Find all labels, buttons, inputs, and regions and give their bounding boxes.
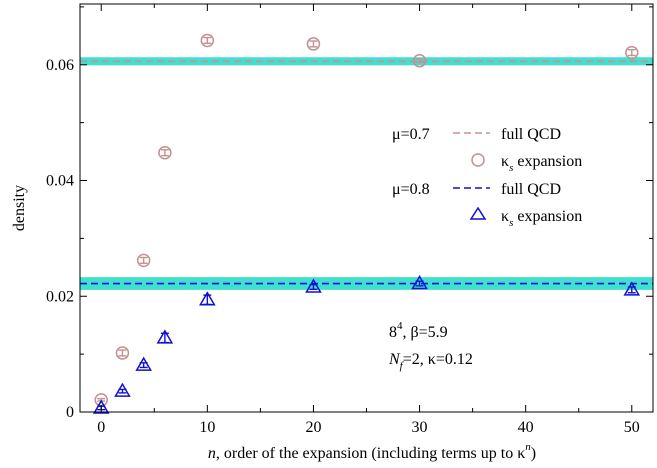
data-point-triangle [92, 399, 110, 414]
data-point-circle [625, 45, 639, 60]
lattice-sup: 4 [397, 320, 403, 332]
y-axis-title: density [11, 185, 28, 231]
data-point-triangle [623, 281, 641, 296]
legend-mu2-sub: s [509, 217, 513, 229]
x-tick-label: 40 [518, 419, 534, 436]
legend: μ=0.7 full QCD κs expansion μ=0.8 full Q… [392, 126, 582, 229]
data-point-triangle [114, 382, 131, 397]
data-point-triangle [411, 275, 428, 290]
axis-ticks: 0 10 20 30 40 50 0 0.02 0.04 0.06 [46, 4, 653, 436]
y-tick-label: 0 [66, 404, 74, 421]
x-tick-label: 30 [412, 419, 428, 436]
legend-mu2-kappa: κ [501, 208, 509, 225]
y-tick-label: 0.02 [46, 288, 74, 305]
legend-mu1-sub: s [509, 162, 513, 174]
parameters-annotation: 84, β=5.9 Nf=2, κ=0.12 [388, 320, 473, 372]
data-point-circle [136, 253, 151, 268]
lattice-annotation: 84, β=5.9 [389, 320, 448, 341]
data-point-circle [115, 346, 130, 360]
data-point-circle [158, 145, 172, 160]
data-point-circle [200, 33, 215, 48]
nf-var: N [388, 351, 401, 368]
data-point-triangle [199, 291, 216, 306]
legend-mu1-marker-label: κs expansion [501, 153, 582, 174]
data-point-circle [412, 53, 427, 68]
x-tick-label: 0 [97, 419, 105, 436]
x-axis-title: n, order of the expansion (including ter… [208, 441, 536, 462]
y-tick-label: 0.04 [46, 173, 74, 190]
lattice-beta: , β=5.9 [403, 324, 448, 341]
legend-mu1-kappa: κ [501, 153, 509, 170]
x-tick-label: 20 [305, 419, 321, 436]
legend-mu1-line-label: full QCD [501, 126, 561, 143]
legend-mu2-line-label: full QCD [501, 181, 561, 198]
lattice-base: 8 [389, 324, 397, 341]
nf-sub: f [400, 360, 405, 372]
x-axis-var: n [208, 445, 216, 462]
x-axis-kappa: κ [517, 445, 525, 462]
data-point-triangle [305, 278, 322, 293]
nf-annotation: Nf=2, κ=0.12 [388, 351, 473, 372]
nf-text: =2, κ=0.12 [403, 351, 473, 368]
legend-mu1-expansion: expansion [513, 153, 582, 170]
legend-mu2-expansion: expansion [513, 208, 582, 225]
x-axis-text: , order of the expansion (including term… [216, 445, 517, 462]
legend-mu2-marker [469, 206, 487, 220]
legend-mu2-marker-label: κs expansion [501, 208, 582, 229]
data-point-triangle [135, 356, 152, 371]
x-axis-sup: n [525, 441, 531, 453]
legend-mu1-label: μ=0.7 [392, 126, 430, 143]
x-axis-close: ) [531, 445, 536, 462]
x-tick-label: 10 [199, 419, 215, 436]
y-tick-label: 0.06 [46, 57, 74, 74]
data-point-circle [306, 37, 321, 51]
x-tick-label: 50 [624, 419, 640, 436]
legend-mu1-marker [471, 153, 485, 167]
data-point-triangle [156, 329, 174, 344]
reference-bands [80, 57, 653, 290]
legend-mu2-label: μ=0.8 [392, 181, 430, 198]
